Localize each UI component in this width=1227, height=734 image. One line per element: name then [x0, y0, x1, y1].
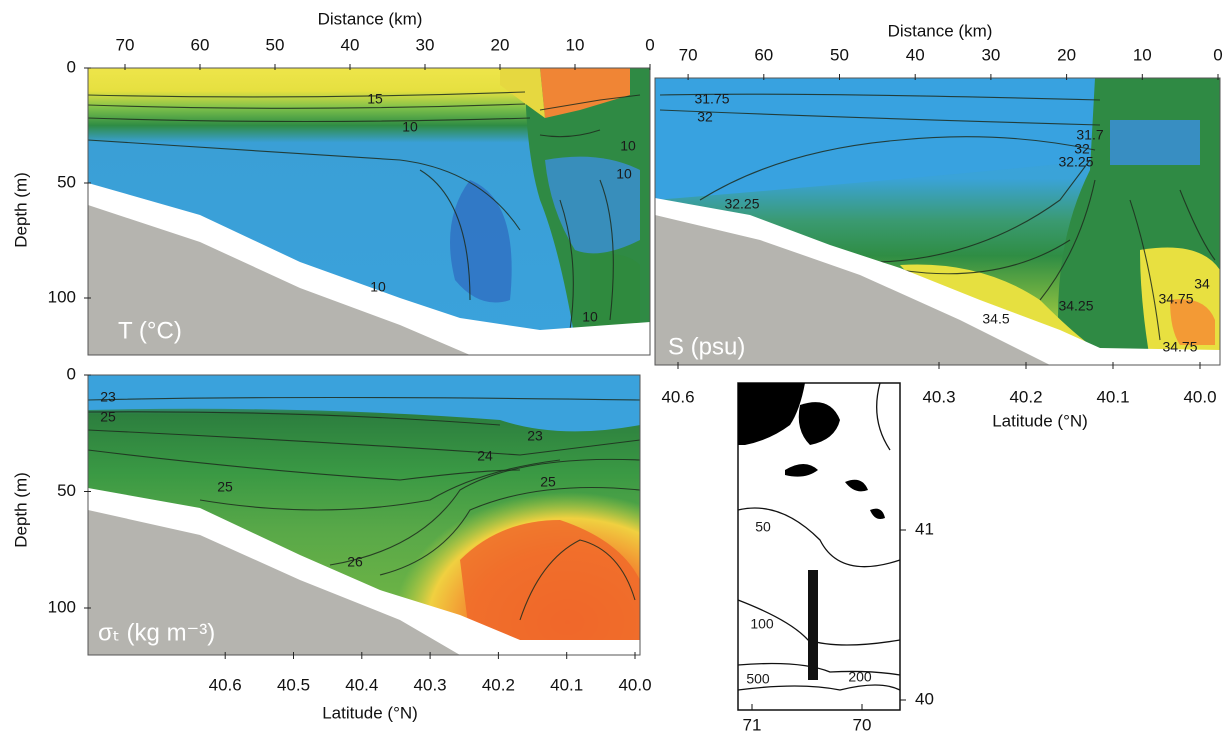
contour-label: 25: [540, 474, 556, 490]
latitude-tick-label: 40.6: [209, 675, 242, 694]
top-tick-label: 60: [754, 45, 773, 64]
top-tick-label: 40: [906, 45, 925, 64]
map-latitude-label: 40: [915, 689, 934, 708]
latitude-tick-label: 40.5: [277, 675, 310, 694]
latitude-tick-label: 40.1: [550, 675, 583, 694]
isobath-label: 100: [750, 616, 774, 632]
depth-tick-label: 0: [67, 57, 76, 76]
latitude-axis-title: Latitude (°N): [322, 703, 418, 722]
temperature-section: [88, 68, 650, 355]
depth-tick-label: 50: [57, 172, 76, 191]
isobath-label: 50: [755, 519, 771, 535]
top-tick-label: 60: [191, 35, 210, 54]
top-tick-label: 30: [416, 35, 435, 54]
depth-tick-label: 100: [48, 287, 76, 306]
contour-label: 10: [370, 279, 386, 295]
latitude-tick-label: 40.0: [1183, 387, 1216, 406]
contour-label: 10: [582, 309, 598, 325]
top-tick-label: 50: [830, 45, 849, 64]
contour-label: 32.25: [1058, 154, 1093, 170]
depth-tick-label: 50: [57, 481, 76, 500]
contour-label: 25: [217, 479, 233, 495]
map-longitude-label: 70: [853, 715, 872, 734]
top-tick-label: 0: [645, 35, 654, 54]
top-tick-label: 30: [981, 45, 1000, 64]
panel-label: T (°C): [118, 317, 182, 344]
section-track: [808, 570, 818, 680]
front-blue: [1110, 120, 1200, 165]
latitude-tick-label: 40.4: [345, 675, 378, 694]
top-tick-label: 10: [1133, 45, 1152, 64]
contour-label: 32: [697, 109, 713, 125]
top-tick-label: 70: [679, 45, 698, 64]
latitude-tick-label: 40.2: [1009, 387, 1042, 406]
top-tick-label: 50: [266, 35, 285, 54]
isobath-label: 500: [746, 671, 770, 687]
panel-label: σₜ (kg m⁻³): [98, 619, 215, 646]
contour-label: 25: [100, 409, 116, 425]
top-tick-label: 10: [566, 35, 585, 54]
contour-label: 34.75: [1158, 291, 1193, 307]
depth-tick-label: 100: [48, 597, 76, 616]
latitude-tick-label: 40.6: [661, 387, 694, 406]
location-map: 50 100 500 200: [738, 383, 900, 710]
latitude-tick-label: 40.0: [618, 675, 651, 694]
contour-label: 34.5: [982, 311, 1009, 327]
latitude-tick-label: 40.3: [922, 387, 955, 406]
latitude-tick-label: 40.2: [482, 675, 515, 694]
map-longitude-label: 71: [743, 715, 762, 734]
depth-axis-title: Depth (m): [11, 472, 30, 548]
isobath-label: 200: [848, 669, 872, 685]
latitude-tick-label: 40.3: [414, 675, 447, 694]
contour-label: 34.25: [1058, 298, 1093, 314]
panel-label: S (psu): [668, 333, 745, 360]
salinity-section: [655, 78, 1220, 365]
top-tick-label: 0: [1213, 45, 1222, 64]
contour-label: 34.75: [1162, 339, 1197, 355]
top-tick-label: 40: [341, 35, 360, 54]
latitude-tick-label: 40.1: [1096, 387, 1129, 406]
contour-label: 31.75: [694, 91, 729, 107]
contour-label: 23: [100, 389, 116, 405]
contour-label: 34: [1194, 276, 1210, 292]
top-tick-label: 20: [1057, 45, 1076, 64]
density-section: [88, 375, 640, 655]
map-latitude-label: 41: [915, 519, 934, 538]
contour-label: 10: [402, 119, 418, 135]
contour-label: 10: [616, 166, 632, 182]
top-axis-title: Distance (km): [888, 21, 993, 40]
top-tick-label: 70: [116, 35, 135, 54]
contour-label: 26: [347, 554, 363, 570]
contour-label: 15: [367, 91, 383, 107]
top-axis-title: Distance (km): [318, 9, 423, 28]
figure: Distance (km)706050403020100Depth (m)050…: [0, 0, 1227, 734]
depth-axis-title: Depth (m): [11, 172, 30, 248]
contour-label: 24: [477, 448, 493, 464]
contour-label: 10: [620, 138, 636, 154]
contour-label: 23: [527, 428, 543, 444]
latitude-axis-title: Latitude (°N): [992, 411, 1088, 430]
contour-label: 32.25: [724, 196, 759, 212]
top-tick-label: 20: [491, 35, 510, 54]
depth-tick-label: 0: [67, 364, 76, 383]
